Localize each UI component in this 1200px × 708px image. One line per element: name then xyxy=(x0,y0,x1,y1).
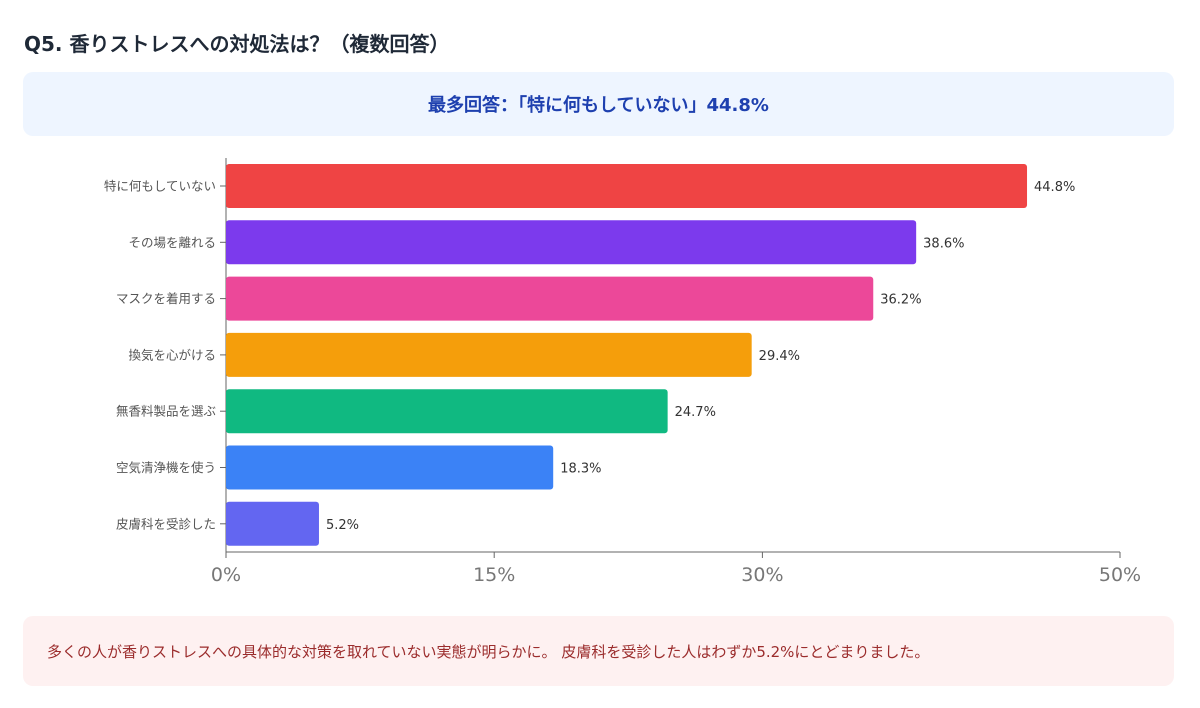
category-label: その場を離れる xyxy=(128,235,216,250)
bar xyxy=(226,332,752,377)
chart-title: Q5. 香りストレスへの対処法は？（複数回答） xyxy=(24,32,450,56)
x-tick-label: 0% xyxy=(211,564,241,586)
category-label: マスクを着用する xyxy=(116,291,216,306)
highlight-banner: 最多回答：「特に何もしていない」44.8% xyxy=(23,72,1174,136)
summary-text: 多くの人が香りストレスへの具体的な対策を取れていない実態が明らかに。 皮膚科を受… xyxy=(47,642,930,661)
x-tick-label: 30% xyxy=(741,564,783,586)
bar xyxy=(226,389,668,434)
summary-note: 多くの人が香りストレスへの具体的な対策を取れていない実態が明らかに。 皮膚科を受… xyxy=(23,616,1174,686)
bar-chart: 特に何もしていない 44.8% その場を離れる 38.6% マスクを着用する 36.2% 換… xyxy=(104,158,1141,586)
category-label: 皮膚科を受診した xyxy=(116,516,216,531)
bar xyxy=(226,220,917,265)
value-label: 36.2% xyxy=(880,293,921,308)
bar xyxy=(226,276,874,321)
value-label: 44.8% xyxy=(1034,180,1075,195)
x-tick-label: 15% xyxy=(473,564,515,586)
value-label: 29.4% xyxy=(759,349,800,364)
bar xyxy=(226,501,319,546)
category-label: 換気を心がける xyxy=(128,347,216,362)
value-label: 38.6% xyxy=(923,236,964,251)
value-label: 18.3% xyxy=(560,462,601,477)
highlight-text: 最多回答：「特に何もしていない」44.8% xyxy=(428,95,769,116)
bar xyxy=(226,445,554,490)
category-label: 空気清浄機を使う xyxy=(116,460,216,475)
category-label: 特に何もしていない xyxy=(104,179,216,194)
value-label: 5.2% xyxy=(326,518,359,533)
category-label: 無香料製品を選ぶ xyxy=(116,404,216,419)
value-label: 24.7% xyxy=(675,405,716,420)
bar xyxy=(226,164,1028,208)
x-tick-label: 50% xyxy=(1099,564,1141,586)
